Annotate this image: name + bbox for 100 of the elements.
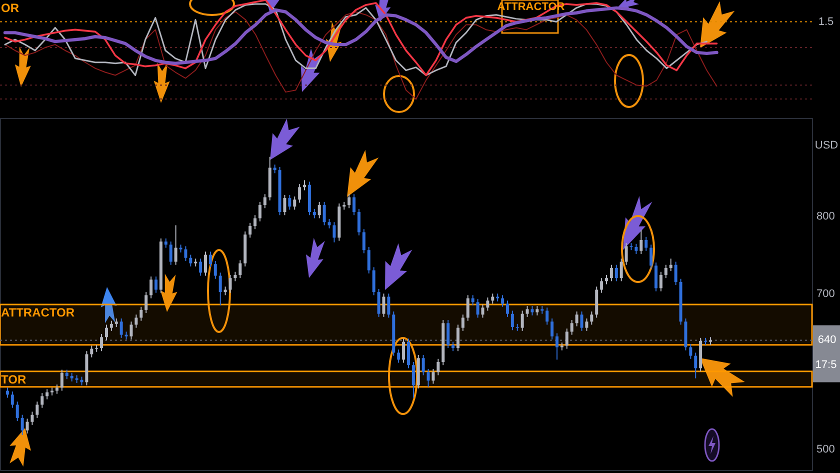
candlestick — [644, 236, 648, 252]
candlestick — [510, 310, 514, 331]
candlestick — [100, 334, 104, 352]
candlestick — [357, 208, 360, 236]
candlestick — [605, 274, 608, 285]
candlestick — [476, 298, 480, 318]
candlestick — [130, 321, 133, 340]
candlestick — [397, 349, 400, 364]
candlestick — [580, 310, 584, 332]
candlestick — [526, 306, 529, 318]
candlestick — [461, 314, 464, 332]
candlestick — [134, 314, 138, 328]
candlestick — [426, 368, 430, 388]
candlestick — [154, 276, 158, 294]
y-tick-label: 500 — [816, 444, 835, 456]
candlestick — [20, 414, 24, 436]
candlestick — [189, 254, 192, 267]
candlestick — [254, 214, 257, 230]
candlestick — [452, 341, 455, 352]
candlestick — [610, 264, 613, 282]
candlestick — [367, 246, 370, 274]
candlestick — [372, 266, 376, 296]
candlestick — [263, 194, 266, 209]
candlestick — [600, 278, 604, 294]
candlestick — [546, 307, 549, 326]
candlestick — [486, 296, 490, 312]
candlestick — [570, 320, 574, 336]
candlestick — [16, 401, 19, 422]
candlestick — [432, 368, 435, 384]
y-tick-label: 800 — [816, 210, 835, 222]
candlestick — [238, 260, 242, 279]
candlestick — [30, 411, 34, 426]
candlestick — [258, 201, 262, 222]
candlestick — [491, 293, 494, 304]
candlestick — [150, 276, 153, 299]
candlestick — [164, 238, 168, 248]
y-axis-title: USD — [814, 140, 838, 152]
candlestick — [456, 324, 460, 352]
candlestick — [184, 246, 188, 262]
candlestick — [689, 344, 692, 360]
candlestick — [140, 306, 143, 322]
candlestick — [634, 243, 638, 254]
candlestick — [614, 264, 618, 282]
candlestick — [36, 401, 39, 418]
candlestick — [26, 418, 29, 434]
candlestick — [208, 251, 212, 268]
candlestick — [377, 288, 380, 318]
candlestick — [293, 196, 296, 210]
candlestick — [402, 338, 406, 364]
candlestick — [214, 260, 217, 280]
candlestick — [322, 201, 326, 226]
candlestick — [501, 294, 504, 308]
candlestick — [624, 242, 628, 266]
candlestick — [352, 194, 356, 216]
candlestick — [481, 304, 484, 318]
candlestick — [654, 262, 658, 292]
candlestick — [575, 310, 578, 327]
candlestick — [288, 194, 292, 210]
candlestick — [466, 294, 470, 322]
candlestick — [659, 271, 662, 292]
candlestick — [348, 194, 351, 209]
candlestick — [104, 324, 108, 341]
candlestick — [536, 306, 539, 316]
candlestick — [332, 222, 336, 243]
candlestick — [664, 264, 668, 279]
candlestick — [234, 271, 237, 282]
candlestick — [446, 320, 450, 349]
candlestick — [40, 392, 44, 408]
candlestick — [10, 391, 14, 408]
candlestick — [362, 228, 366, 254]
candlestick — [565, 328, 568, 350]
candlestick — [555, 332, 558, 360]
candlestick — [199, 258, 202, 276]
candlestick — [65, 369, 68, 380]
candlestick — [328, 218, 331, 229]
candlestick — [694, 352, 698, 379]
band-label: TOR — [1, 372, 26, 386]
candlestick — [90, 345, 94, 358]
text: 1.5 — [818, 16, 834, 28]
band-label: ATTRACTOR — [1, 305, 75, 320]
candlestick — [318, 201, 321, 219]
candlestick — [60, 369, 64, 392]
candlestick — [298, 184, 302, 204]
candlestick — [228, 274, 232, 294]
text: 17:5 — [815, 359, 837, 372]
ref-line-label: 640 — [818, 334, 836, 346]
candlestick — [6, 387, 9, 398]
candlestick — [585, 318, 588, 332]
candlestick — [520, 310, 524, 332]
candlestick — [650, 244, 653, 270]
candlestick — [110, 320, 113, 332]
annotation: OR — [1, 1, 20, 15]
candlestick — [436, 358, 440, 376]
candlestick — [120, 318, 123, 338]
candlestick — [312, 208, 316, 219]
y-tick-label: 700 — [816, 288, 835, 300]
candlestick — [669, 258, 672, 272]
candlestick — [530, 306, 534, 316]
candlestick — [204, 251, 207, 276]
candlestick — [412, 361, 415, 398]
